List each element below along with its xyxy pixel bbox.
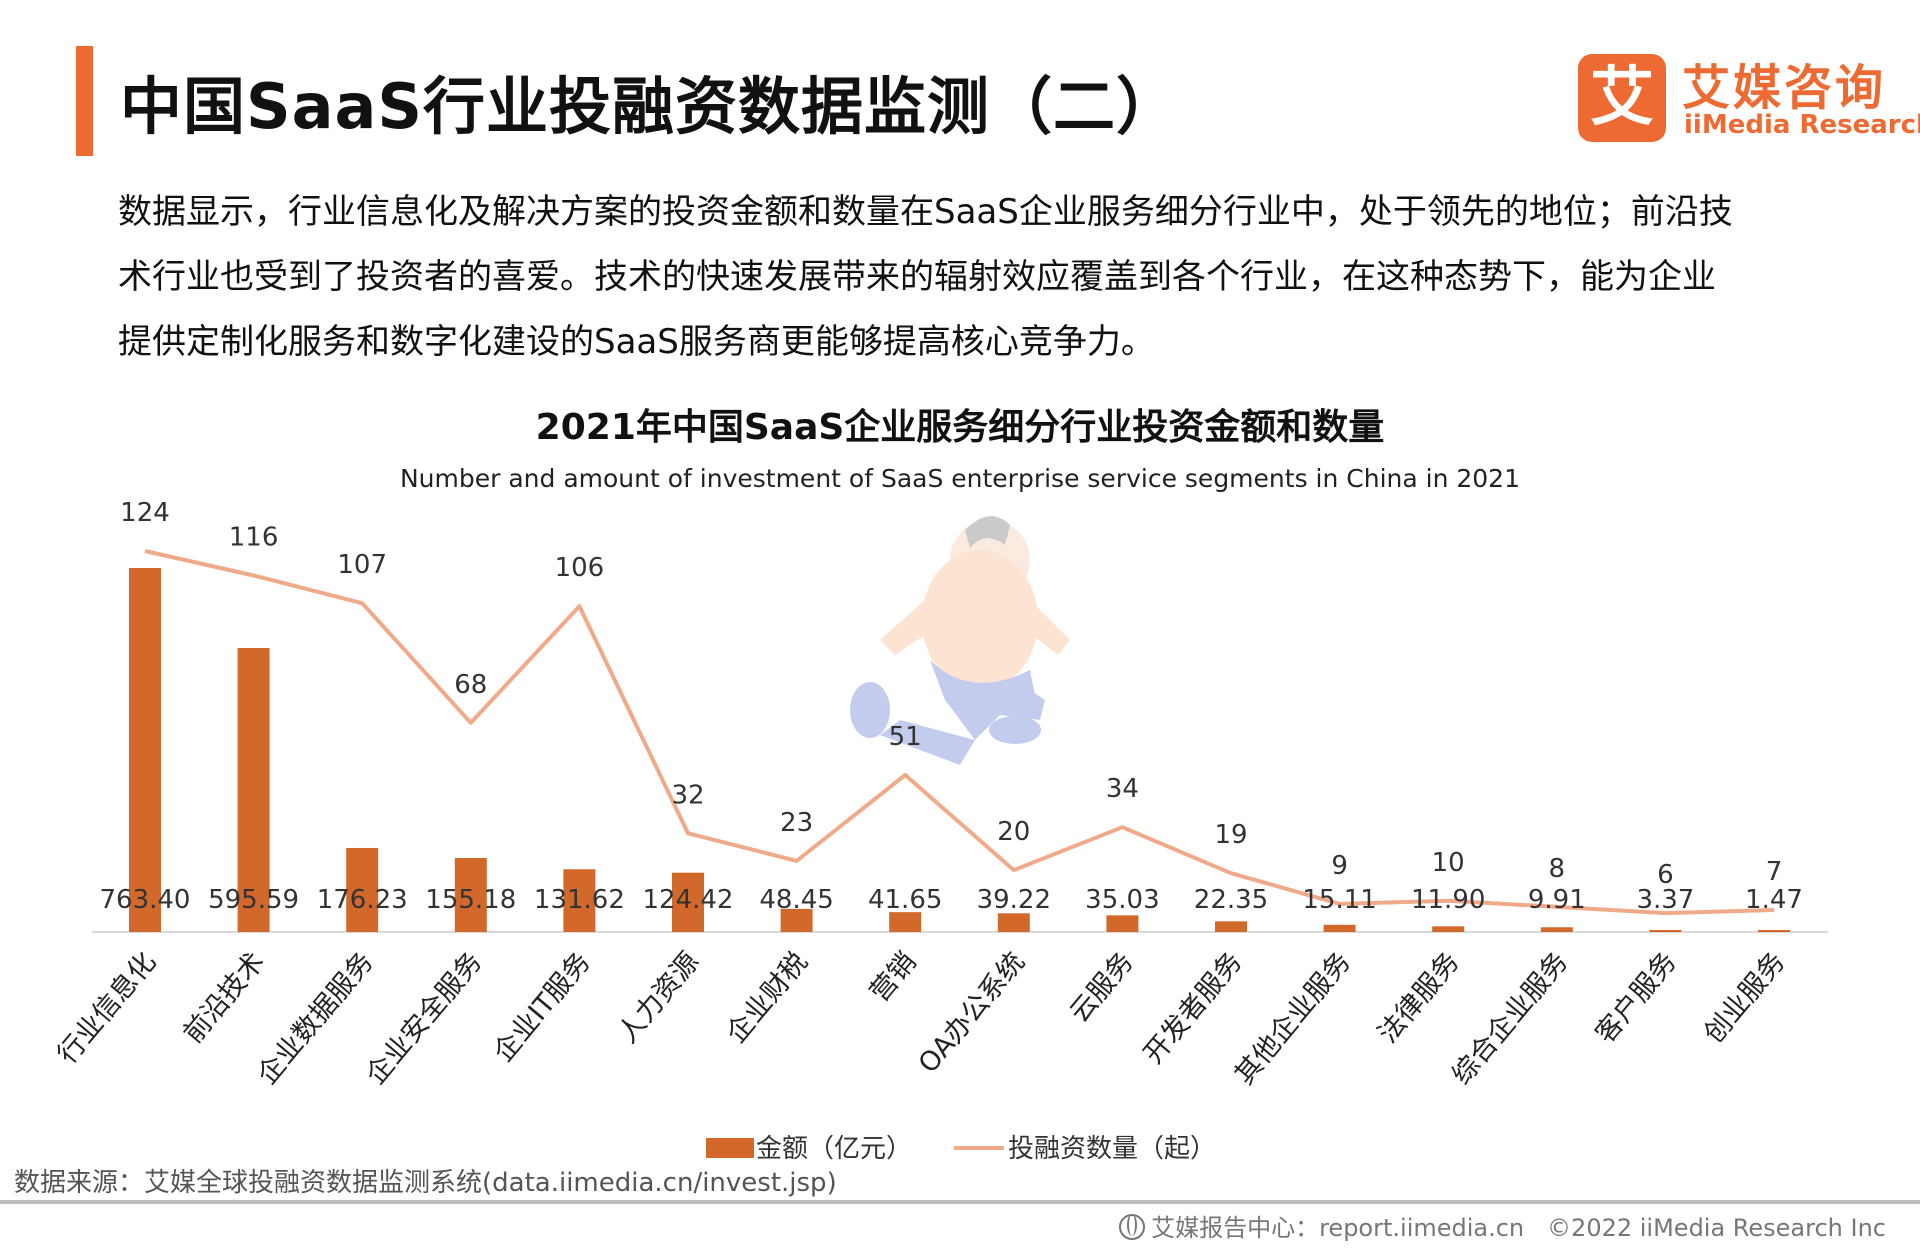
bar-15 xyxy=(1758,930,1790,932)
description: 数据显示，行业信息化及解决方案的投资金额和数量在SaaS企业服务细分行业中，处于… xyxy=(118,180,1838,375)
category-label: 企业IT服务 xyxy=(488,947,597,1068)
line-value-label: 106 xyxy=(555,553,605,583)
category-label: 营销 xyxy=(864,947,922,1008)
brand-logo: 艾 艾媒咨询 iiMedia Research xyxy=(1578,52,1920,144)
count-series-line xyxy=(144,549,1775,916)
bar-2 xyxy=(346,847,379,932)
bar-4 xyxy=(563,869,596,932)
line-value-label: 116 xyxy=(229,523,279,553)
line-value-label: 51 xyxy=(889,722,922,752)
bar-value-label: 35.03 xyxy=(1085,885,1159,915)
bar-value-label: 9.91 xyxy=(1528,885,1586,915)
count-data-labels: 124 116 107 68 106 32 23 51 20 34 19 9 10 8 6 7 xyxy=(120,498,1782,890)
bar-value-label: 124.42 xyxy=(643,885,734,915)
category-label: 法律服务 xyxy=(1372,947,1465,1050)
bar-value-label: 176.23 xyxy=(317,885,408,915)
bar-8 xyxy=(997,913,1030,932)
category-label: 其他企业服务 xyxy=(1229,947,1357,1091)
bar-value-label: 763.40 xyxy=(100,885,191,915)
description-line: 数据显示，行业信息化及解决方案的投资金额和数量在SaaS企业服务细分行业中，处于… xyxy=(118,192,1733,232)
chart-title: 2021年中国SaaS企业服务细分行业投资金额和数量 xyxy=(535,407,1385,448)
line-value-label: 9 xyxy=(1331,851,1348,881)
bar-value-label: 595.59 xyxy=(208,885,299,915)
footer-copyright: ©2022 iiMedia Research Inc xyxy=(1547,1214,1886,1242)
logo-mark-icon: 艾 xyxy=(1578,54,1666,142)
category-label: 开发者服务 xyxy=(1138,947,1249,1070)
bar-value-label: 41.65 xyxy=(868,885,942,915)
line-value-label: 34 xyxy=(1106,774,1139,804)
logo-text-cn: 艾媒咨询 xyxy=(1682,60,1887,116)
category-label: 客户服务 xyxy=(1590,947,1683,1050)
line-value-label: 23 xyxy=(780,808,813,838)
amount-data-labels: 763.40 595.59 176.23 155.18 131.62 124.42 48.4… xyxy=(100,885,1803,915)
page-title: 中国SaaS行业投融资数据监测（二） xyxy=(120,70,1179,143)
line-value-label: 8 xyxy=(1549,854,1566,884)
chart-subtitle: Number and amount of investment of SaaS … xyxy=(399,464,1520,493)
legend-label-count: 投融资数量（起） xyxy=(1008,1134,1217,1164)
globe-icon xyxy=(1119,1214,1146,1240)
bar-value-label: 48.45 xyxy=(759,885,833,915)
line-value-label: 19 xyxy=(1214,820,1247,850)
legend-swatch-bar xyxy=(706,1138,754,1158)
line-value-label: 20 xyxy=(997,817,1030,847)
line-value-label: 107 xyxy=(337,550,387,580)
bar-value-label: 39.22 xyxy=(977,885,1051,915)
bar-3 xyxy=(454,858,487,932)
running-person-illustration xyxy=(850,516,1070,765)
line-value-label: 124 xyxy=(120,498,170,528)
amount-bars xyxy=(129,568,1790,932)
description-line: 提供定制化服务和数字化建设的SaaS服务商更能够提高核心竞争力。 xyxy=(118,322,1155,362)
category-label: 创业服务 xyxy=(1698,947,1791,1050)
bar-value-label: 131.62 xyxy=(534,885,625,915)
bar-value-label: 11.90 xyxy=(1411,885,1485,915)
bar-14 xyxy=(1649,930,1682,932)
bar-value-label: 3.37 xyxy=(1636,885,1694,915)
footer-site: 艾媒报告中心：report.iimedia.cn xyxy=(1151,1214,1525,1242)
line-value-label: 7 xyxy=(1766,857,1783,887)
footer: 艾媒报告中心：report.iimedia.cn ©2022 iiMedia R… xyxy=(1119,1208,1886,1243)
bar-value-label: 15.11 xyxy=(1302,885,1376,915)
bar-6 xyxy=(780,908,813,932)
bar-12 xyxy=(1432,926,1465,932)
category-label: 企业数据服务 xyxy=(252,947,380,1091)
line-value-label: 10 xyxy=(1432,848,1465,878)
bar-7 xyxy=(889,912,922,932)
category-label: 企业安全服务 xyxy=(360,947,488,1091)
bar-10 xyxy=(1215,921,1247,932)
line-value-label: 32 xyxy=(671,780,704,810)
category-label: 云服务 xyxy=(1064,947,1140,1029)
bar-5 xyxy=(672,872,704,932)
legend-label-amount: 金额（亿元） xyxy=(756,1134,913,1164)
category-label: 行业信息化 xyxy=(52,947,163,1070)
bar-11 xyxy=(1323,924,1356,932)
bar-value-label: 155.18 xyxy=(425,885,516,915)
bar-1 xyxy=(237,648,270,932)
category-label: 综合企业服务 xyxy=(1446,947,1574,1091)
line-value-label: 68 xyxy=(454,670,487,700)
category-label: 企业财税 xyxy=(721,947,814,1050)
bar-0 xyxy=(129,568,161,932)
bar-13 xyxy=(1540,927,1573,932)
title-accent-bar xyxy=(76,46,93,156)
legend-swatch-line xyxy=(954,1146,1004,1150)
category-label: 人力资源 xyxy=(612,947,705,1050)
bar-9 xyxy=(1106,915,1139,932)
footer-divider xyxy=(0,1200,1920,1204)
description-line: 术行业也受到了投资者的喜爱。技术的快速发展带来的辐射效应覆盖到各个行业，在这种态… xyxy=(118,257,1716,297)
category-label: 前沿技术 xyxy=(178,947,271,1050)
bar-value-label: 22.35 xyxy=(1194,885,1268,915)
category-label: OA办公系统 xyxy=(913,947,1031,1080)
line-value-label: 6 xyxy=(1657,860,1674,890)
bar-value-label: 1.47 xyxy=(1745,885,1803,915)
data-source: 数据来源：艾媒全球投融资数据监测系统(data.iimedia.cn/inves… xyxy=(14,1168,837,1198)
logo-text-en: iiMedia Research xyxy=(1684,110,1920,140)
